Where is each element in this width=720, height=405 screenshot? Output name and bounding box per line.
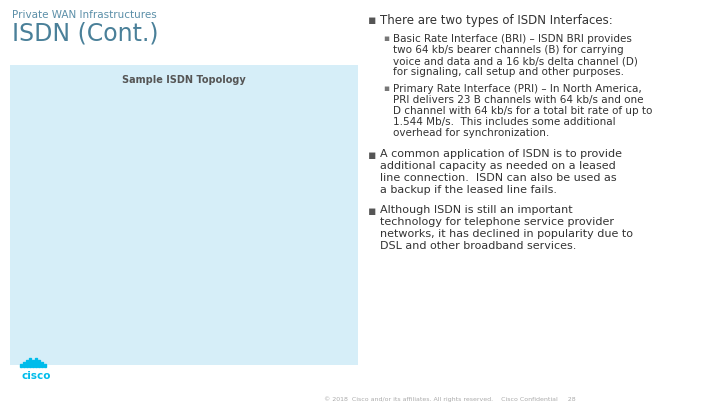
Bar [35,358,37,367]
Text: additional capacity as needed on a leased: additional capacity as needed on a lease… [380,161,616,171]
Text: Sample ISDN Topology: Sample ISDN Topology [122,75,246,85]
Text: cisco: cisco [21,371,50,381]
Text: ▪: ▪ [368,149,377,162]
Text: technology for telephone service provider: technology for telephone service provide… [380,217,614,227]
Bar [44,364,46,367]
Text: DSL and other broadband services.: DSL and other broadband services. [380,241,577,251]
Text: ▪: ▪ [383,84,389,93]
Text: Private WAN Infrastructures: Private WAN Infrastructures [12,10,157,20]
FancyBboxPatch shape [10,65,358,365]
Text: voice and data and a 16 kb/s delta channel (D): voice and data and a 16 kb/s delta chann… [393,56,638,66]
Text: line connection.  ISDN can also be used as: line connection. ISDN can also be used a… [380,173,616,183]
Text: © 2018  Cisco and/or its affiliates. All rights reserved.    Cisco Confidential : © 2018 Cisco and/or its affiliates. All … [324,396,576,402]
Text: ISDN (Cont.): ISDN (Cont.) [12,22,158,46]
Bar [20,364,22,367]
Text: Although ISDN is still an important: Although ISDN is still an important [380,205,572,215]
Text: PRI delivers 23 B channels with 64 kb/s and one: PRI delivers 23 B channels with 64 kb/s … [393,95,644,105]
Text: Primary Rate Interface (PRI) – In North America,: Primary Rate Interface (PRI) – In North … [393,84,642,94]
Text: for signaling, call setup and other purposes.: for signaling, call setup and other purp… [393,67,624,77]
Bar [38,360,40,367]
Text: ▪: ▪ [368,205,377,218]
Text: two 64 kb/s bearer channels (B) for carrying: two 64 kb/s bearer channels (B) for carr… [393,45,624,55]
Bar [23,362,25,367]
Text: D channel with 64 kb/s for a total bit rate of up to: D channel with 64 kb/s for a total bit r… [393,106,652,116]
Text: ▪: ▪ [383,34,389,43]
Text: Basic Rate Interface (BRI) – ISDN BRI provides: Basic Rate Interface (BRI) – ISDN BRI pr… [393,34,632,44]
Text: networks, it has declined in popularity due to: networks, it has declined in popularity … [380,229,633,239]
Text: There are two types of ISDN Interfaces:: There are two types of ISDN Interfaces: [380,14,613,27]
Bar [41,362,43,367]
Bar [26,360,28,367]
Text: ▪: ▪ [368,14,377,27]
Text: overhead for synchronization.: overhead for synchronization. [393,128,549,138]
Text: a backup if the leased line fails.: a backup if the leased line fails. [380,185,557,195]
Bar [32,360,34,367]
Bar [29,358,31,367]
Text: 1.544 Mb/s.  This includes some additional: 1.544 Mb/s. This includes some additiona… [393,117,616,127]
Text: A common application of ISDN is to provide: A common application of ISDN is to provi… [380,149,622,159]
